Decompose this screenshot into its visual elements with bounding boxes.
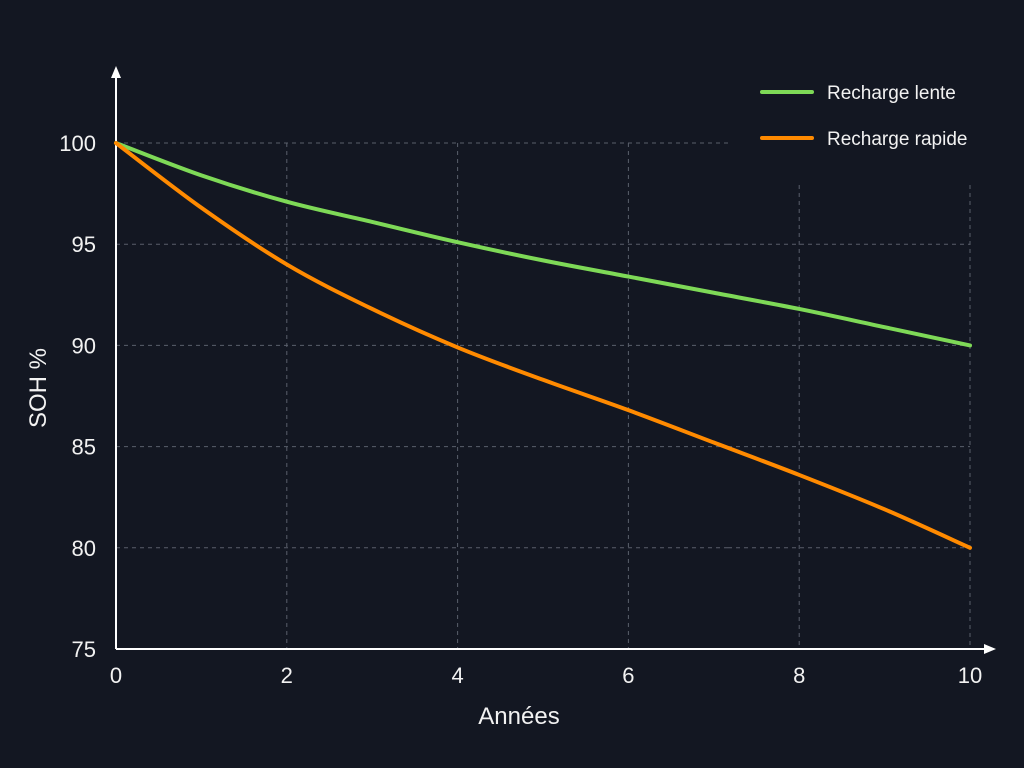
axes (111, 66, 996, 654)
x-axis-title: Années (478, 703, 559, 730)
y-tick-label: 80 (72, 536, 96, 561)
x-tick-label: 8 (793, 663, 805, 688)
series-line-recharge-rapide (114, 141, 972, 550)
y-tick-label: 100 (59, 131, 96, 156)
y-tick-label: 75 (72, 637, 96, 662)
x-tick-label: 2 (281, 663, 293, 688)
x-tick-label: 0 (110, 663, 122, 688)
y-tick-label: 85 (72, 435, 96, 460)
x-tick-label: 6 (622, 663, 634, 688)
legend-label: Recharge lente (827, 83, 956, 104)
series (114, 141, 972, 550)
y-axis-arrow (111, 66, 121, 78)
y-axis-title: SOH % (25, 348, 52, 428)
x-tick-label: 4 (451, 663, 463, 688)
y-tick-label: 95 (72, 232, 96, 257)
grid (116, 142, 971, 649)
tick-labels: 75 80 85 90 95 100 0 2 4 6 8 10 (59, 131, 982, 688)
y-tick-label: 90 (72, 333, 96, 358)
x-axis-arrow (984, 644, 996, 654)
legend: Recharge lente Recharge rapide (760, 83, 967, 150)
legend-label: Recharge rapide (827, 129, 967, 150)
x-tick-label: 10 (958, 663, 982, 688)
series-line-recharge-lente (114, 141, 972, 348)
